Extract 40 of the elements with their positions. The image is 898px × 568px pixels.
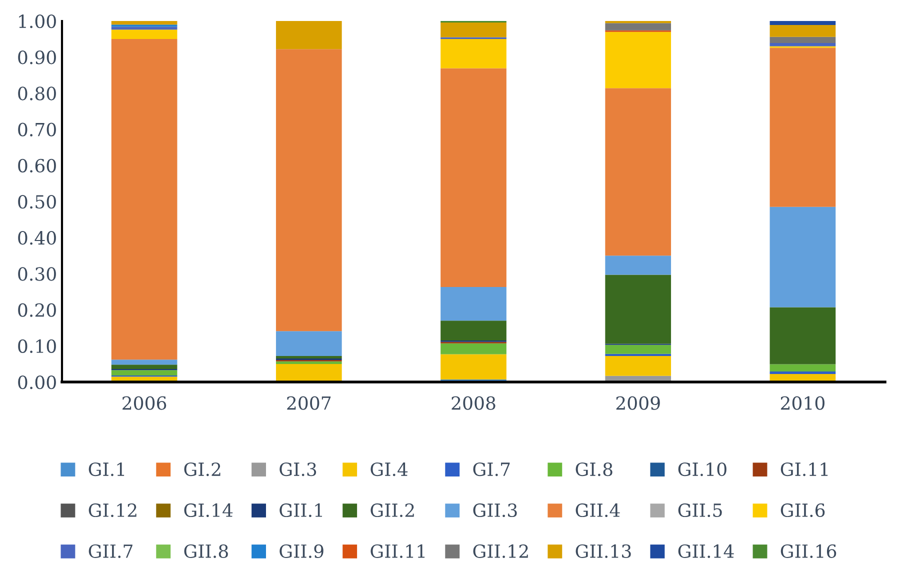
y-tick-label: 0.70 (18, 122, 56, 136)
legend-label: GI.14 (184, 503, 233, 518)
legend-label: GII.4 (576, 503, 620, 518)
legend-label: GII.3 (473, 503, 517, 518)
y-tick-label: 0.00 (18, 375, 56, 390)
x-tick-label: 2007 (287, 396, 331, 410)
x-tick-label: 2006 (122, 396, 166, 410)
legend-label: GII.11 (370, 544, 425, 558)
y-tick-label: 1.00 (19, 14, 56, 28)
legend-label: GII.13 (576, 544, 631, 558)
y-tick-label: 0.90 (18, 50, 56, 64)
legend-label: GII.9 (280, 544, 324, 558)
y-tick-label: 0.80 (18, 86, 56, 100)
legend-label: GII.14 (678, 544, 734, 558)
legend-label: GI.3 (280, 462, 316, 476)
legend-label: GII.5 (678, 503, 722, 518)
y-tick-label: 0.60 (18, 158, 56, 173)
legend-label: GII.12 (473, 544, 528, 558)
y-tick-label: 0.30 (18, 267, 56, 281)
legend-label: GI.10 (678, 462, 726, 476)
x-tick-label: 2009 (616, 396, 660, 410)
legend-label: GI.1 (88, 462, 124, 476)
y-tick-label: 0.10 (18, 339, 56, 354)
y-tick-label: 0.20 (18, 303, 56, 317)
x-tick-label: 2008 (452, 396, 496, 410)
x-tick-label: 2010 (780, 396, 824, 410)
legend-label: GII.8 (184, 544, 228, 558)
y-tick-label: 0.40 (18, 231, 56, 245)
legend-label: GI.4 (370, 462, 408, 476)
legend-label: GII.1 (280, 503, 322, 518)
legend-label: GI.7 (473, 462, 510, 476)
legend-label: GI.11 (780, 462, 828, 476)
legend-label: GI.2 (184, 462, 220, 476)
legend-label: GII.2 (370, 503, 414, 518)
y-tick-label: 0.50 (18, 194, 56, 209)
legend-label: GII.7 (88, 544, 132, 558)
legend-label: GI.12 (88, 503, 136, 518)
legend-label: GII.6 (780, 503, 825, 518)
legend-label: GI.8 (576, 462, 612, 476)
legend-label: GII.16 (780, 544, 836, 558)
